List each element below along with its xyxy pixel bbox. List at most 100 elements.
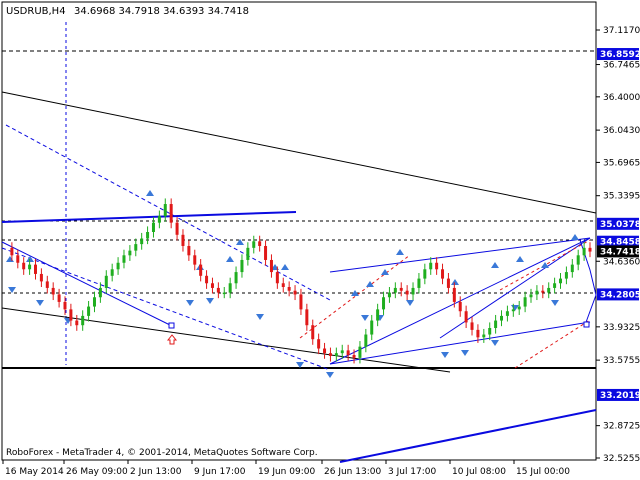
candle-body — [275, 272, 279, 284]
candle-body — [570, 264, 574, 273]
candle-body — [505, 311, 509, 316]
candle-body — [494, 320, 498, 329]
candle-body — [441, 269, 445, 279]
candle-body — [399, 287, 403, 291]
candle-body — [51, 287, 55, 295]
candle-body — [334, 353, 338, 356]
candle-body — [193, 255, 197, 265]
fractal-arrow-icon — [281, 264, 289, 270]
candle-body — [340, 350, 344, 354]
candle-body — [234, 272, 238, 284]
trendline-blue-thick-bottom — [339, 409, 597, 463]
fractal-arrow-icon — [186, 300, 194, 306]
channel-dashed-1 — [5, 124, 331, 301]
candle-body — [517, 306, 521, 310]
candle-body — [387, 292, 391, 298]
candle-body — [352, 355, 356, 358]
candle-body — [258, 241, 262, 246]
fractal-arrow-icon — [516, 256, 524, 262]
candle-body — [246, 247, 250, 260]
candle-body — [305, 309, 309, 326]
fractal-arrow-icon — [406, 300, 414, 306]
candle-body — [39, 273, 43, 282]
candle-body — [328, 353, 332, 356]
candle-body — [358, 346, 362, 358]
trendline-blue-thick-top — [1, 211, 297, 223]
candle-body — [523, 297, 527, 307]
candle-body — [452, 287, 456, 302]
fractal-arrow-icon — [226, 256, 234, 262]
channel-line-a — [1, 241, 173, 327]
candle-body — [163, 204, 167, 217]
candle-body — [299, 294, 303, 310]
price-label-text: 33.2019 — [600, 391, 640, 401]
candle-body — [293, 290, 297, 295]
price-label-box — [597, 245, 639, 258]
price-label-box — [597, 235, 639, 248]
candle-body — [429, 262, 433, 270]
x-tick-label: 9 Jun 17:00 — [194, 467, 246, 477]
candle-body — [10, 247, 14, 256]
fractal-arrow-icon — [441, 352, 449, 358]
fractal-arrow-icon — [236, 239, 244, 245]
candle-body — [576, 255, 580, 265]
candle-body — [16, 255, 20, 263]
channel-line-c — [329, 321, 591, 365]
fractal-arrow-icon — [8, 287, 16, 293]
fractal-arrow-icon — [351, 290, 359, 296]
ohlc-values: 34.6968 34.7918 34.6393 34.7418 — [74, 6, 249, 17]
candle-body — [75, 320, 79, 326]
fractal-arrow-icon — [26, 256, 34, 262]
candle-body — [511, 309, 515, 312]
x-tick-label: 26 Jun 13:00 — [324, 467, 381, 477]
price-label-box — [597, 48, 639, 61]
fractal-arrow-icon — [36, 300, 44, 306]
candle-body — [553, 283, 557, 288]
fractal-arrow-icon — [326, 372, 334, 378]
candle-body — [269, 259, 273, 273]
price-label-text: 35.0378 — [600, 220, 640, 230]
channel-line-b — [329, 237, 591, 273]
candle-body — [116, 262, 120, 270]
y-tick-label: 34.6360 — [603, 257, 640, 267]
candle-body — [311, 325, 315, 340]
candle-body — [146, 231, 150, 239]
candle-body — [222, 292, 226, 295]
candle-body — [240, 259, 244, 273]
x-tick-label: 2 Jun 13:00 — [130, 467, 182, 477]
fractal-arrow-icon — [491, 340, 499, 346]
chart-title: USDRUB,H4 — [6, 6, 66, 17]
candle-body — [541, 290, 545, 293]
y-tick-label: 35.3395 — [603, 192, 640, 202]
candle-body — [134, 244, 138, 251]
price-scale: 37.1170 36.7465 36.4000 36.0430 35.6965 35.33… — [596, 26, 640, 464]
candle-body — [446, 278, 450, 288]
y-tick-label: 33.5755 — [603, 356, 640, 366]
fractal-arrow-icon — [551, 300, 559, 306]
fractal-arrow-icon — [491, 262, 499, 268]
candle-body — [216, 287, 220, 293]
candle-body — [564, 272, 568, 279]
candle-body — [228, 283, 232, 293]
price-label-box — [597, 217, 639, 230]
candle-body — [87, 306, 91, 316]
fractal-arrow-icon — [296, 362, 304, 368]
candle-body — [535, 290, 539, 295]
red-dashed-2 — [514, 319, 591, 369]
candle-body — [547, 287, 551, 293]
fractal-arrow-icon — [461, 350, 469, 356]
candle-body — [529, 294, 533, 298]
candle-body — [104, 275, 108, 288]
fractal-arrow-icon — [381, 269, 389, 275]
candle-body — [33, 264, 37, 274]
x-tick-label: 3 Jul 17:00 — [388, 467, 437, 477]
candle-body — [45, 281, 49, 288]
candle-body — [169, 204, 173, 223]
y-tick-label: 37.1170 — [603, 26, 640, 36]
candle-body — [28, 264, 32, 270]
candle-body — [393, 287, 397, 293]
candle-body — [482, 334, 486, 338]
candle-body — [81, 315, 85, 326]
candle-body — [364, 334, 368, 347]
